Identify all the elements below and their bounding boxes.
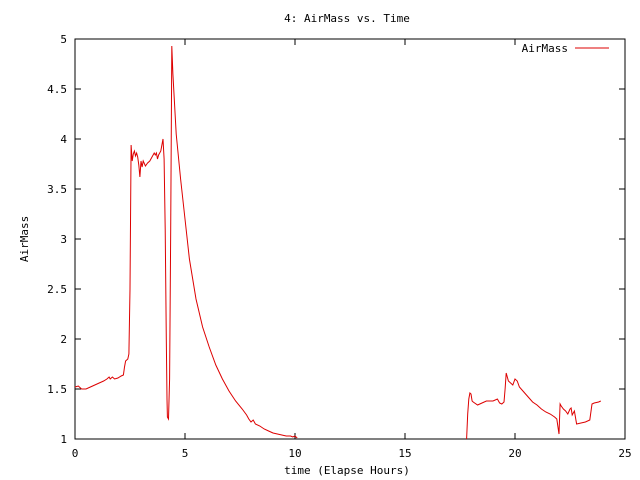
- y-tick-label: 4.5: [47, 83, 67, 96]
- x-tick-label: 20: [508, 447, 521, 460]
- x-tick-label: 15: [398, 447, 411, 460]
- y-tick-label: 3: [60, 233, 67, 246]
- series-line-airmass-segment-1: [74, 45, 298, 439]
- y-tick-label: 2: [60, 333, 67, 346]
- y-tick-label: 2.5: [47, 283, 67, 296]
- x-axis: 0 5 10 15 20 25: [72, 39, 632, 460]
- legend: AirMass: [522, 42, 609, 55]
- y-tick-label: 1.5: [47, 383, 67, 396]
- series-layer: [74, 45, 602, 440]
- x-tick-label: 5: [182, 447, 189, 460]
- plot-frame: [74, 38, 626, 440]
- y-axis-label: AirMass: [18, 216, 31, 262]
- x-axis-label: time (Elapse Hours): [284, 464, 410, 477]
- chart-title: 4: AirMass vs. Time: [284, 12, 410, 25]
- x-tick-label: 25: [618, 447, 631, 460]
- y-tick-label: 4: [60, 133, 67, 146]
- y-axis: 1 1.5 2 2.5 3 3.5 4 4.5 5: [47, 33, 625, 446]
- x-tick-label: 10: [288, 447, 301, 460]
- y-tick-label: 5: [60, 33, 67, 46]
- series-line-airmass-segment-2: [466, 372, 602, 440]
- y-tick-label: 1: [60, 433, 67, 446]
- x-tick-label: 0: [72, 447, 79, 460]
- legend-label-airmass: AirMass: [522, 42, 568, 55]
- y-tick-label: 3.5: [47, 183, 67, 196]
